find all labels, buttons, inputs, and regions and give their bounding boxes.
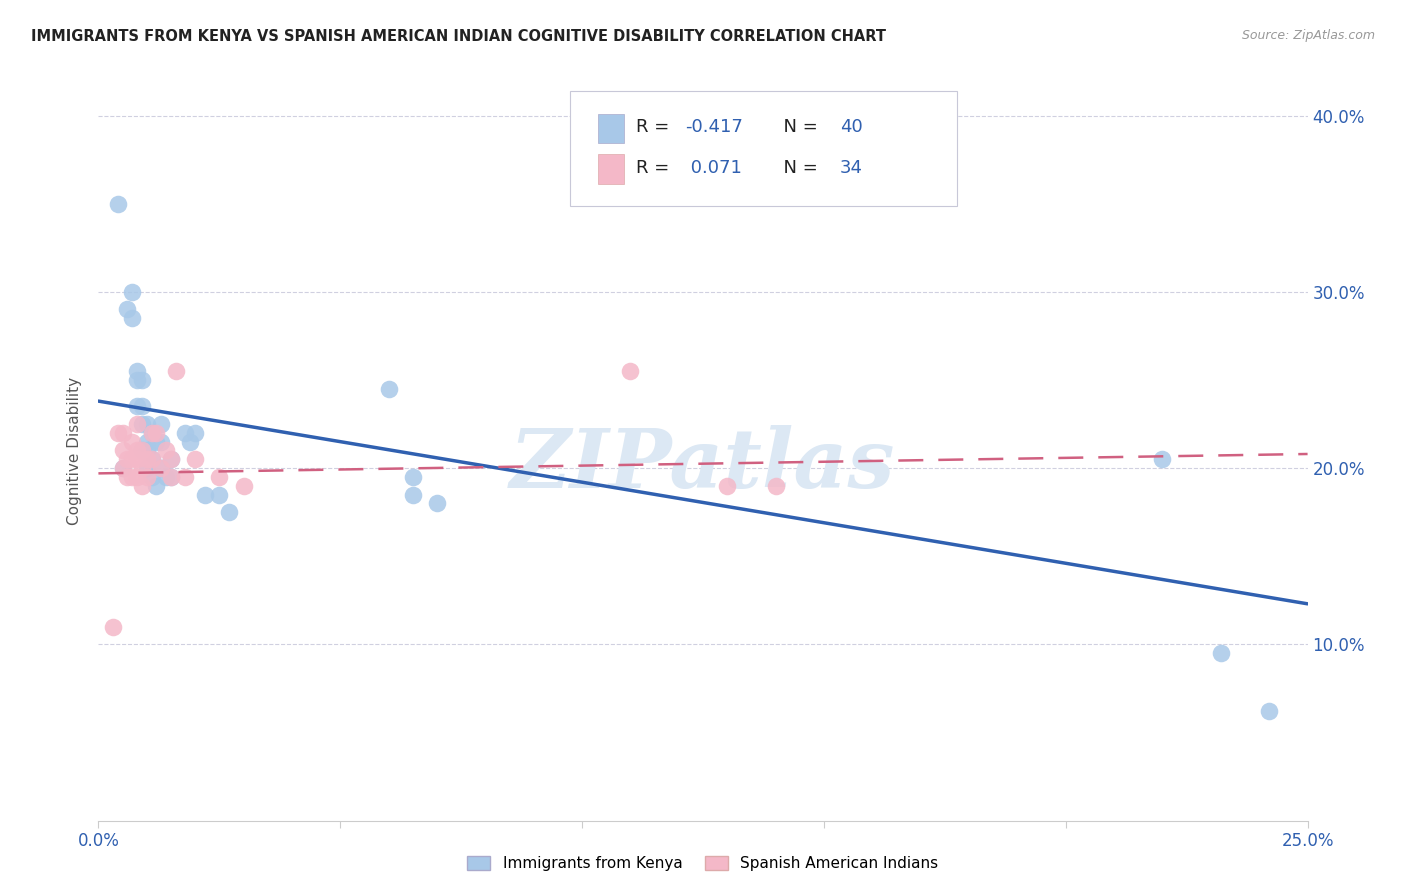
Point xyxy=(107,425,129,440)
FancyBboxPatch shape xyxy=(569,91,957,206)
Point xyxy=(145,434,167,449)
Point xyxy=(208,470,231,484)
Text: Source: ZipAtlas.com: Source: ZipAtlas.com xyxy=(1241,29,1375,42)
Point xyxy=(111,425,134,440)
Point xyxy=(426,496,449,510)
Point xyxy=(135,452,157,467)
Legend: Immigrants from Kenya, Spanish American Indians: Immigrants from Kenya, Spanish American … xyxy=(461,850,945,877)
Point xyxy=(135,470,157,484)
Point xyxy=(184,452,207,467)
Point xyxy=(127,400,149,414)
Point xyxy=(111,443,134,458)
Point xyxy=(127,443,149,458)
Point xyxy=(131,443,153,458)
Point xyxy=(155,443,177,458)
Point xyxy=(127,452,149,467)
Point xyxy=(174,470,197,484)
Point xyxy=(131,400,153,414)
Point xyxy=(141,425,163,440)
Point xyxy=(117,470,139,484)
Point xyxy=(402,470,425,484)
Text: IMMIGRANTS FROM KENYA VS SPANISH AMERICAN INDIAN COGNITIVE DISABILITY CORRELATIO: IMMIGRANTS FROM KENYA VS SPANISH AMERICA… xyxy=(31,29,886,44)
Point xyxy=(184,425,207,440)
Point xyxy=(1257,704,1279,718)
Point xyxy=(160,470,183,484)
Point xyxy=(135,417,157,431)
Point xyxy=(402,487,425,501)
Point xyxy=(131,417,153,431)
Point xyxy=(127,417,149,431)
Point xyxy=(127,364,149,378)
Text: N =: N = xyxy=(772,159,824,177)
Point xyxy=(716,479,738,493)
Point xyxy=(131,479,153,493)
Point xyxy=(117,302,139,317)
Point xyxy=(121,434,143,449)
Point xyxy=(150,434,173,449)
Text: ZIPatlas: ZIPatlas xyxy=(510,425,896,505)
Point xyxy=(150,417,173,431)
Y-axis label: Cognitive Disability: Cognitive Disability xyxy=(67,376,83,524)
Bar xyxy=(598,113,624,144)
Point xyxy=(150,461,173,475)
Point xyxy=(141,452,163,467)
Point xyxy=(127,470,149,484)
Point xyxy=(121,470,143,484)
Point xyxy=(135,443,157,458)
Point xyxy=(174,425,197,440)
Point xyxy=(135,461,157,475)
Point xyxy=(160,452,183,467)
Point xyxy=(101,620,124,634)
Point xyxy=(165,364,187,378)
Point xyxy=(107,196,129,211)
Text: 0.071: 0.071 xyxy=(685,159,742,177)
Point xyxy=(141,425,163,440)
Point xyxy=(160,470,183,484)
Point xyxy=(218,505,240,519)
Point xyxy=(131,443,153,458)
Point xyxy=(377,382,399,396)
Point xyxy=(150,461,173,475)
Text: R =: R = xyxy=(637,159,675,177)
Text: N =: N = xyxy=(772,118,824,136)
Point xyxy=(131,373,153,387)
Point xyxy=(141,470,163,484)
Point xyxy=(111,461,134,475)
Point xyxy=(1152,452,1174,467)
Text: 34: 34 xyxy=(839,159,863,177)
Point xyxy=(117,452,139,467)
Point xyxy=(194,487,217,501)
Text: 40: 40 xyxy=(839,118,862,136)
Point xyxy=(1209,646,1232,660)
Point xyxy=(619,364,641,378)
Point xyxy=(111,461,134,475)
Point xyxy=(208,487,231,501)
Point xyxy=(155,470,177,484)
Point xyxy=(121,452,143,467)
Point xyxy=(121,311,143,326)
Bar xyxy=(598,154,624,184)
Text: R =: R = xyxy=(637,118,675,136)
Point xyxy=(131,461,153,475)
Point xyxy=(160,452,183,467)
Point xyxy=(127,373,149,387)
Point xyxy=(232,479,254,493)
Point xyxy=(765,479,787,493)
Point xyxy=(135,434,157,449)
Point xyxy=(141,452,163,467)
Point xyxy=(179,434,201,449)
Point xyxy=(121,285,143,299)
Point xyxy=(145,425,167,440)
Point xyxy=(145,479,167,493)
Text: -0.417: -0.417 xyxy=(685,118,742,136)
